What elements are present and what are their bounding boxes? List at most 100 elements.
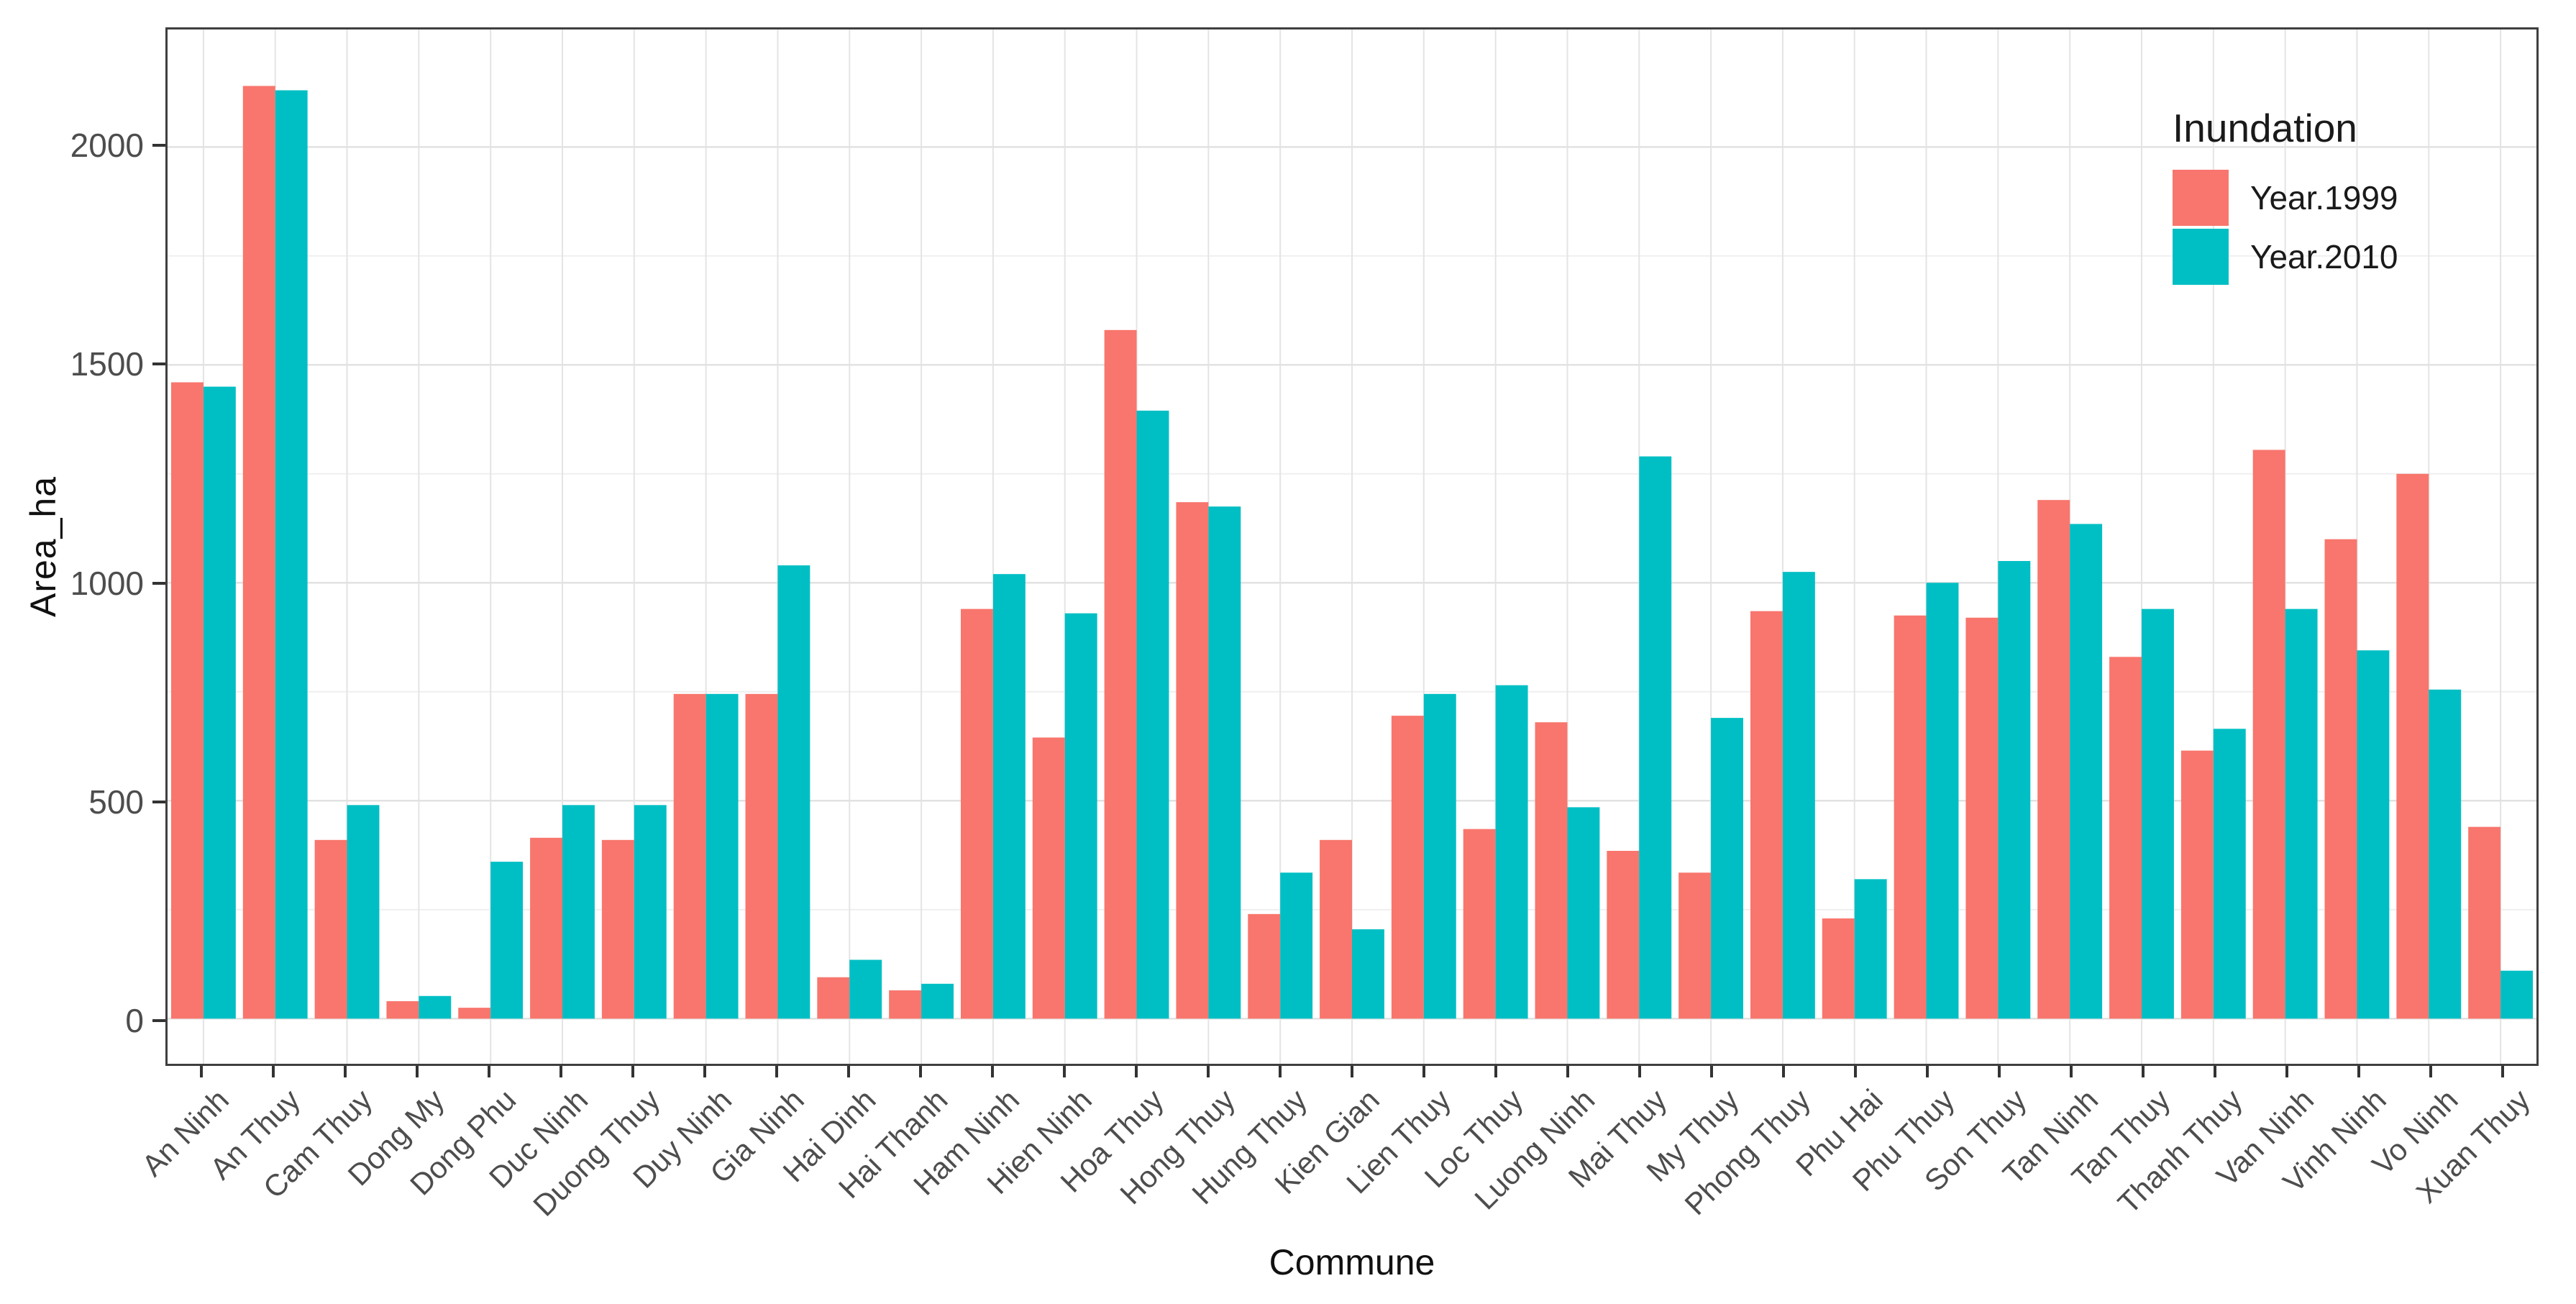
x-tick-mark xyxy=(775,1066,778,1077)
x-tick-mark xyxy=(1710,1066,1713,1077)
y-axis-title: Area_ha xyxy=(23,475,63,618)
x-tick-mark xyxy=(272,1066,275,1077)
bar-Year.2010-Hoa Thuy xyxy=(1136,410,1169,1019)
x-tick-mark xyxy=(200,1066,203,1077)
bar-Year.1999-Hai Dinh xyxy=(817,977,850,1019)
bar-Year.2010-An Thuy xyxy=(275,90,308,1019)
bar-Year.1999-Hien Ninh xyxy=(1032,737,1065,1019)
bar-Year.1999-Hung Thuy xyxy=(1248,913,1281,1019)
bar-Year.2010-Hien Ninh xyxy=(1064,613,1097,1019)
x-tick-mark xyxy=(2214,1066,2216,1077)
bar-Year.2010-Xuan Thuy xyxy=(2500,970,2534,1019)
legend: Inundation Year.1999 Year.2010 xyxy=(2173,105,2398,288)
x-tick-mark xyxy=(2142,1066,2145,1077)
legend-item-year-2010: Year.2010 xyxy=(2173,229,2398,285)
bar-Year.1999-Duc Ninh xyxy=(530,837,562,1019)
bar-Year.1999-Dong My xyxy=(386,1001,419,1019)
bar-Year.2010-Hai Thanh xyxy=(921,983,954,1019)
y-tick-mark xyxy=(152,800,165,803)
bar-Year.2010-Tan Thuy xyxy=(2142,608,2174,1019)
x-tick-mark xyxy=(2501,1066,2504,1077)
bar-Year.2010-Mai Thuy xyxy=(1639,456,1672,1019)
bar-Year.2010-Son Thuy xyxy=(1998,560,2031,1019)
x-tick-mark xyxy=(1351,1066,1353,1077)
x-tick-mark xyxy=(1494,1066,1497,1077)
bar-Year.2010-Loc Thuy xyxy=(1495,685,1528,1019)
bar-Year.1999-Phong Thuy xyxy=(1750,611,1783,1019)
bar-Year.1999-Vinh Ninh xyxy=(2324,539,2357,1019)
bar-Year.1999-Thanh Thuy xyxy=(2180,750,2214,1019)
bar-Year.2010-Vo Ninh xyxy=(2429,689,2462,1019)
bar-Year.1999-Tan Ninh xyxy=(2037,500,2070,1019)
bar-Year.1999-Dong Phu xyxy=(458,1008,491,1019)
bar-Year.1999-Ham Ninh xyxy=(960,608,993,1019)
bar-Year.2010-Luong Ninh xyxy=(1567,807,1600,1019)
bar-Year.1999-Hoa Thuy xyxy=(1104,329,1137,1019)
bar-Year.2010-Kien Gian xyxy=(1352,929,1384,1019)
bar-Year.2010-Cam Thuy xyxy=(347,805,380,1019)
plot-panel xyxy=(165,27,2539,1066)
bar-Year.2010-Duc Ninh xyxy=(562,805,595,1019)
bar-Year.1999-Kien Gian xyxy=(1320,839,1352,1019)
bar-Year.2010-Duong Thuy xyxy=(634,805,667,1019)
x-tick-mark xyxy=(1782,1066,1785,1077)
legend-swatch-year-1999-icon xyxy=(2173,170,2229,226)
chart-canvas xyxy=(168,29,2536,1064)
x-tick-mark xyxy=(344,1066,347,1077)
y-tick-mark xyxy=(152,581,165,585)
y-tick-label: 500 xyxy=(88,783,144,821)
bar-Year.2010-Dong Phu xyxy=(490,862,524,1019)
bar-Year.2010-Phu Hai xyxy=(1854,879,1887,1019)
bar-Year.2010-Dong My xyxy=(419,995,452,1019)
bar-Year.1999-Vo Ninh xyxy=(2396,473,2429,1019)
bar-Year.1999-Lien Thuy xyxy=(1391,716,1424,1019)
bar-Year.1999-Loc Thuy xyxy=(1463,829,1496,1019)
bar-Year.1999-Hong Thuy xyxy=(1176,502,1209,1019)
bar-Year.1999-My Thuy xyxy=(1678,872,1712,1019)
bar-Year.1999-Hai Thanh xyxy=(889,990,922,1019)
bar-Year.1999-Phu Hai xyxy=(1822,918,1855,1019)
legend-swatch-year-2010-icon xyxy=(2173,229,2229,285)
x-tick-mark xyxy=(1279,1066,1282,1077)
bar-Year.1999-Gia Ninh xyxy=(745,693,778,1019)
bar-Year.1999-Cam Thuy xyxy=(314,839,347,1019)
bar-Year.1999-An Ninh xyxy=(170,382,204,1019)
bar-Year.2010-Tan Ninh xyxy=(2070,524,2103,1019)
x-tick-mark xyxy=(416,1066,419,1077)
y-tick-mark xyxy=(152,363,165,366)
bar-Year.2010-Gia Ninh xyxy=(777,565,810,1019)
x-tick-mark xyxy=(919,1066,922,1077)
y-tick-label: 1500 xyxy=(70,345,144,383)
bar-Year.2010-Vinh Ninh xyxy=(2357,650,2390,1019)
bar-Year.1999-Xuan Thuy xyxy=(2468,826,2501,1019)
bar-Year.1999-Phu Thuy xyxy=(1894,615,1927,1019)
bar-Year.2010-Thanh Thuy xyxy=(2213,729,2246,1019)
bar-Year.2010-Lien Thuy xyxy=(1423,693,1456,1019)
x-tick-mark xyxy=(2357,1066,2360,1077)
bar-Year.1999-Son Thuy xyxy=(1965,617,1999,1019)
bar-Year.2010-Phu Thuy xyxy=(1926,583,1959,1019)
x-tick-mark xyxy=(1566,1066,1569,1077)
bar-Year.2010-An Ninh xyxy=(203,386,236,1019)
x-tick-mark xyxy=(631,1066,634,1077)
bar-Year.2010-Phong Thuy xyxy=(1782,572,1815,1019)
legend-label-year-1999: Year.1999 xyxy=(2250,179,2398,216)
bar-Year.2010-Duy Ninh xyxy=(705,693,739,1019)
legend-label-year-2010: Year.2010 xyxy=(2250,238,2398,275)
x-tick-mark xyxy=(1926,1066,1929,1077)
bar-Year.1999-An Thuy xyxy=(242,86,275,1019)
y-tick-label: 0 xyxy=(125,1002,144,1039)
bar-Year.2010-Hung Thuy xyxy=(1280,872,1313,1019)
y-tick-label: 2000 xyxy=(70,127,144,164)
x-tick-mark xyxy=(2429,1066,2432,1077)
bar-Year.2010-Hong Thuy xyxy=(1208,506,1241,1019)
bar-Year.1999-Luong Ninh xyxy=(1535,722,1568,1019)
x-tick-mark xyxy=(991,1066,994,1077)
x-tick-mark xyxy=(703,1066,706,1077)
legend-title: Inundation xyxy=(2173,106,2357,150)
x-tick-mark xyxy=(1998,1066,2001,1077)
x-tick-mark xyxy=(559,1066,562,1077)
x-tick-mark xyxy=(488,1066,490,1077)
y-tick-mark xyxy=(152,1019,165,1022)
x-tick-mark xyxy=(2285,1066,2288,1077)
